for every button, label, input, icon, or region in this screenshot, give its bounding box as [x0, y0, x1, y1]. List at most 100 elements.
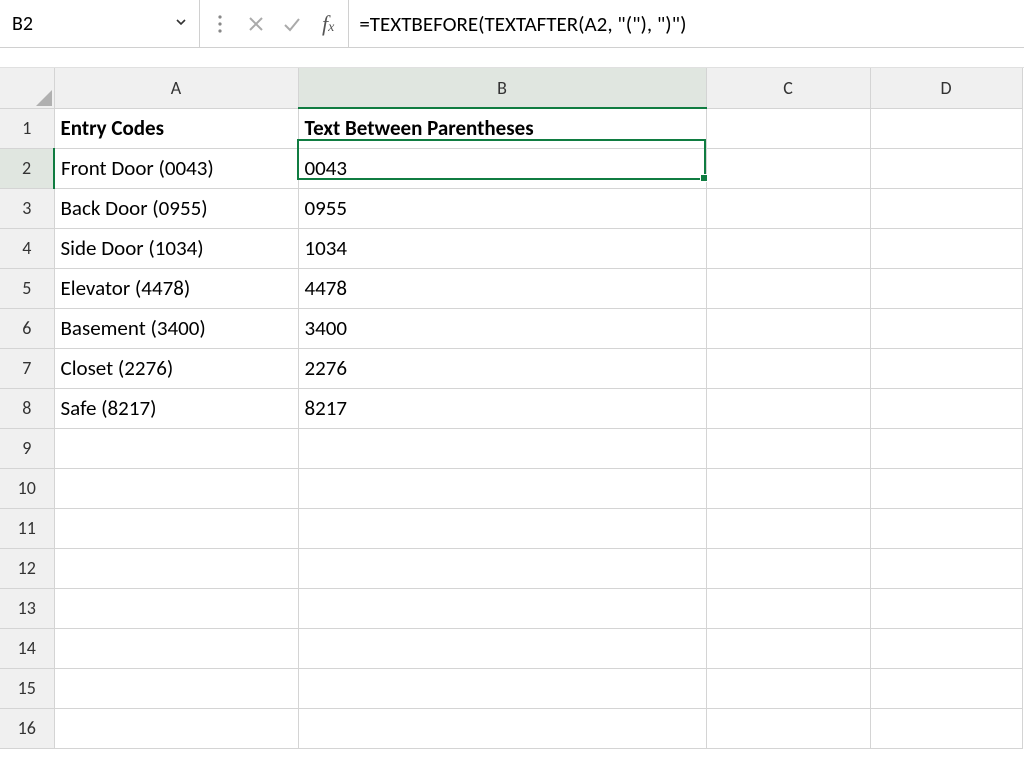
cell-C3[interactable] [706, 188, 870, 228]
row-header-9[interactable]: 9 [0, 428, 54, 468]
dots-icon[interactable] [208, 12, 232, 36]
cell-B3[interactable]: 0955 [298, 188, 706, 228]
cell-B7[interactable]: 2276 [298, 348, 706, 388]
spreadsheet-grid: A B C D 1Entry CodesText Between Parenth… [0, 68, 1024, 749]
cell-D9[interactable] [870, 428, 1022, 468]
cell-A5[interactable]: Elevator (4478) [54, 268, 298, 308]
cell-D8[interactable] [870, 388, 1022, 428]
table-row: 2Front Door (0043)0043 [0, 148, 1022, 188]
cell-A1[interactable]: Entry Codes [54, 108, 298, 148]
row-header-5[interactable]: 5 [0, 268, 54, 308]
row-header-16[interactable]: 16 [0, 708, 54, 748]
cell-A13[interactable] [54, 588, 298, 628]
table-row: 14 [0, 628, 1022, 668]
cell-C16[interactable] [706, 708, 870, 748]
cell-D7[interactable] [870, 348, 1022, 388]
cell-A14[interactable] [54, 628, 298, 668]
table-row: 3Back Door (0955)0955 [0, 188, 1022, 228]
cell-B2[interactable]: 0043 [298, 148, 706, 188]
row-header-14[interactable]: 14 [0, 628, 54, 668]
cell-D10[interactable] [870, 468, 1022, 508]
cell-A2[interactable]: Front Door (0043) [54, 148, 298, 188]
name-box[interactable]: B2 [0, 0, 200, 47]
cell-C4[interactable] [706, 228, 870, 268]
cell-A7[interactable]: Closet (2276) [54, 348, 298, 388]
row-header-15[interactable]: 15 [0, 668, 54, 708]
col-header-D[interactable]: D [870, 68, 1022, 108]
cell-C10[interactable] [706, 468, 870, 508]
cell-A4[interactable]: Side Door (1034) [54, 228, 298, 268]
col-header-C[interactable]: C [706, 68, 870, 108]
cell-D13[interactable] [870, 588, 1022, 628]
cell-C12[interactable] [706, 548, 870, 588]
cell-C6[interactable] [706, 308, 870, 348]
cell-B16[interactable] [298, 708, 706, 748]
cell-A9[interactable] [54, 428, 298, 468]
cell-B11[interactable] [298, 508, 706, 548]
cell-A12[interactable] [54, 548, 298, 588]
cell-A8[interactable]: Safe (8217) [54, 388, 298, 428]
table-row: 7Closet (2276)2276 [0, 348, 1022, 388]
cell-D15[interactable] [870, 668, 1022, 708]
cell-A10[interactable] [54, 468, 298, 508]
cell-B6[interactable]: 3400 [298, 308, 706, 348]
cell-B10[interactable] [298, 468, 706, 508]
cell-B14[interactable] [298, 628, 706, 668]
row-header-4[interactable]: 4 [0, 228, 54, 268]
cell-C1[interactable] [706, 108, 870, 148]
cell-D3[interactable] [870, 188, 1022, 228]
cell-C8[interactable] [706, 388, 870, 428]
cell-A16[interactable] [54, 708, 298, 748]
cell-B13[interactable] [298, 588, 706, 628]
chevron-down-icon[interactable] [175, 15, 187, 32]
sheet-table: A B C D 1Entry CodesText Between Parenth… [0, 68, 1023, 749]
cell-B9[interactable] [298, 428, 706, 468]
cell-D11[interactable] [870, 508, 1022, 548]
cell-C2[interactable] [706, 148, 870, 188]
cell-C7[interactable] [706, 348, 870, 388]
row-header-13[interactable]: 13 [0, 588, 54, 628]
row-header-8[interactable]: 8 [0, 388, 54, 428]
row-header-2[interactable]: 2 [0, 148, 54, 188]
row-header-1[interactable]: 1 [0, 108, 54, 148]
enter-icon[interactable] [280, 12, 304, 36]
cell-C9[interactable] [706, 428, 870, 468]
cell-D5[interactable] [870, 268, 1022, 308]
col-header-A[interactable]: A [54, 68, 298, 108]
cell-B15[interactable] [298, 668, 706, 708]
row-header-10[interactable]: 10 [0, 468, 54, 508]
cell-C13[interactable] [706, 588, 870, 628]
cell-B4[interactable]: 1034 [298, 228, 706, 268]
cell-A6[interactable]: Basement (3400) [54, 308, 298, 348]
cell-A15[interactable] [54, 668, 298, 708]
cell-A3[interactable]: Back Door (0955) [54, 188, 298, 228]
row-header-7[interactable]: 7 [0, 348, 54, 388]
col-header-B[interactable]: B [298, 68, 706, 108]
cancel-icon[interactable] [244, 12, 268, 36]
table-row: 16 [0, 708, 1022, 748]
cell-D2[interactable] [870, 148, 1022, 188]
cell-D14[interactable] [870, 628, 1022, 668]
select-all-corner[interactable] [0, 68, 54, 108]
cell-D16[interactable] [870, 708, 1022, 748]
cell-D6[interactable] [870, 308, 1022, 348]
fx-icon[interactable]: fx [316, 11, 340, 37]
cell-C15[interactable] [706, 668, 870, 708]
table-row: 10 [0, 468, 1022, 508]
row-header-11[interactable]: 11 [0, 508, 54, 548]
row-header-3[interactable]: 3 [0, 188, 54, 228]
cell-C14[interactable] [706, 628, 870, 668]
cell-A11[interactable] [54, 508, 298, 548]
cell-D12[interactable] [870, 548, 1022, 588]
cell-C5[interactable] [706, 268, 870, 308]
cell-D1[interactable] [870, 108, 1022, 148]
cell-B8[interactable]: 8217 [298, 388, 706, 428]
row-header-6[interactable]: 6 [0, 308, 54, 348]
cell-C11[interactable] [706, 508, 870, 548]
row-header-12[interactable]: 12 [0, 548, 54, 588]
formula-input[interactable]: =TEXTBEFORE(TEXTAFTER(A2, "("), ")") [349, 0, 1024, 47]
cell-B5[interactable]: 4478 [298, 268, 706, 308]
cell-B12[interactable] [298, 548, 706, 588]
cell-D4[interactable] [870, 228, 1022, 268]
cell-B1[interactable]: Text Between Parentheses [298, 108, 706, 148]
